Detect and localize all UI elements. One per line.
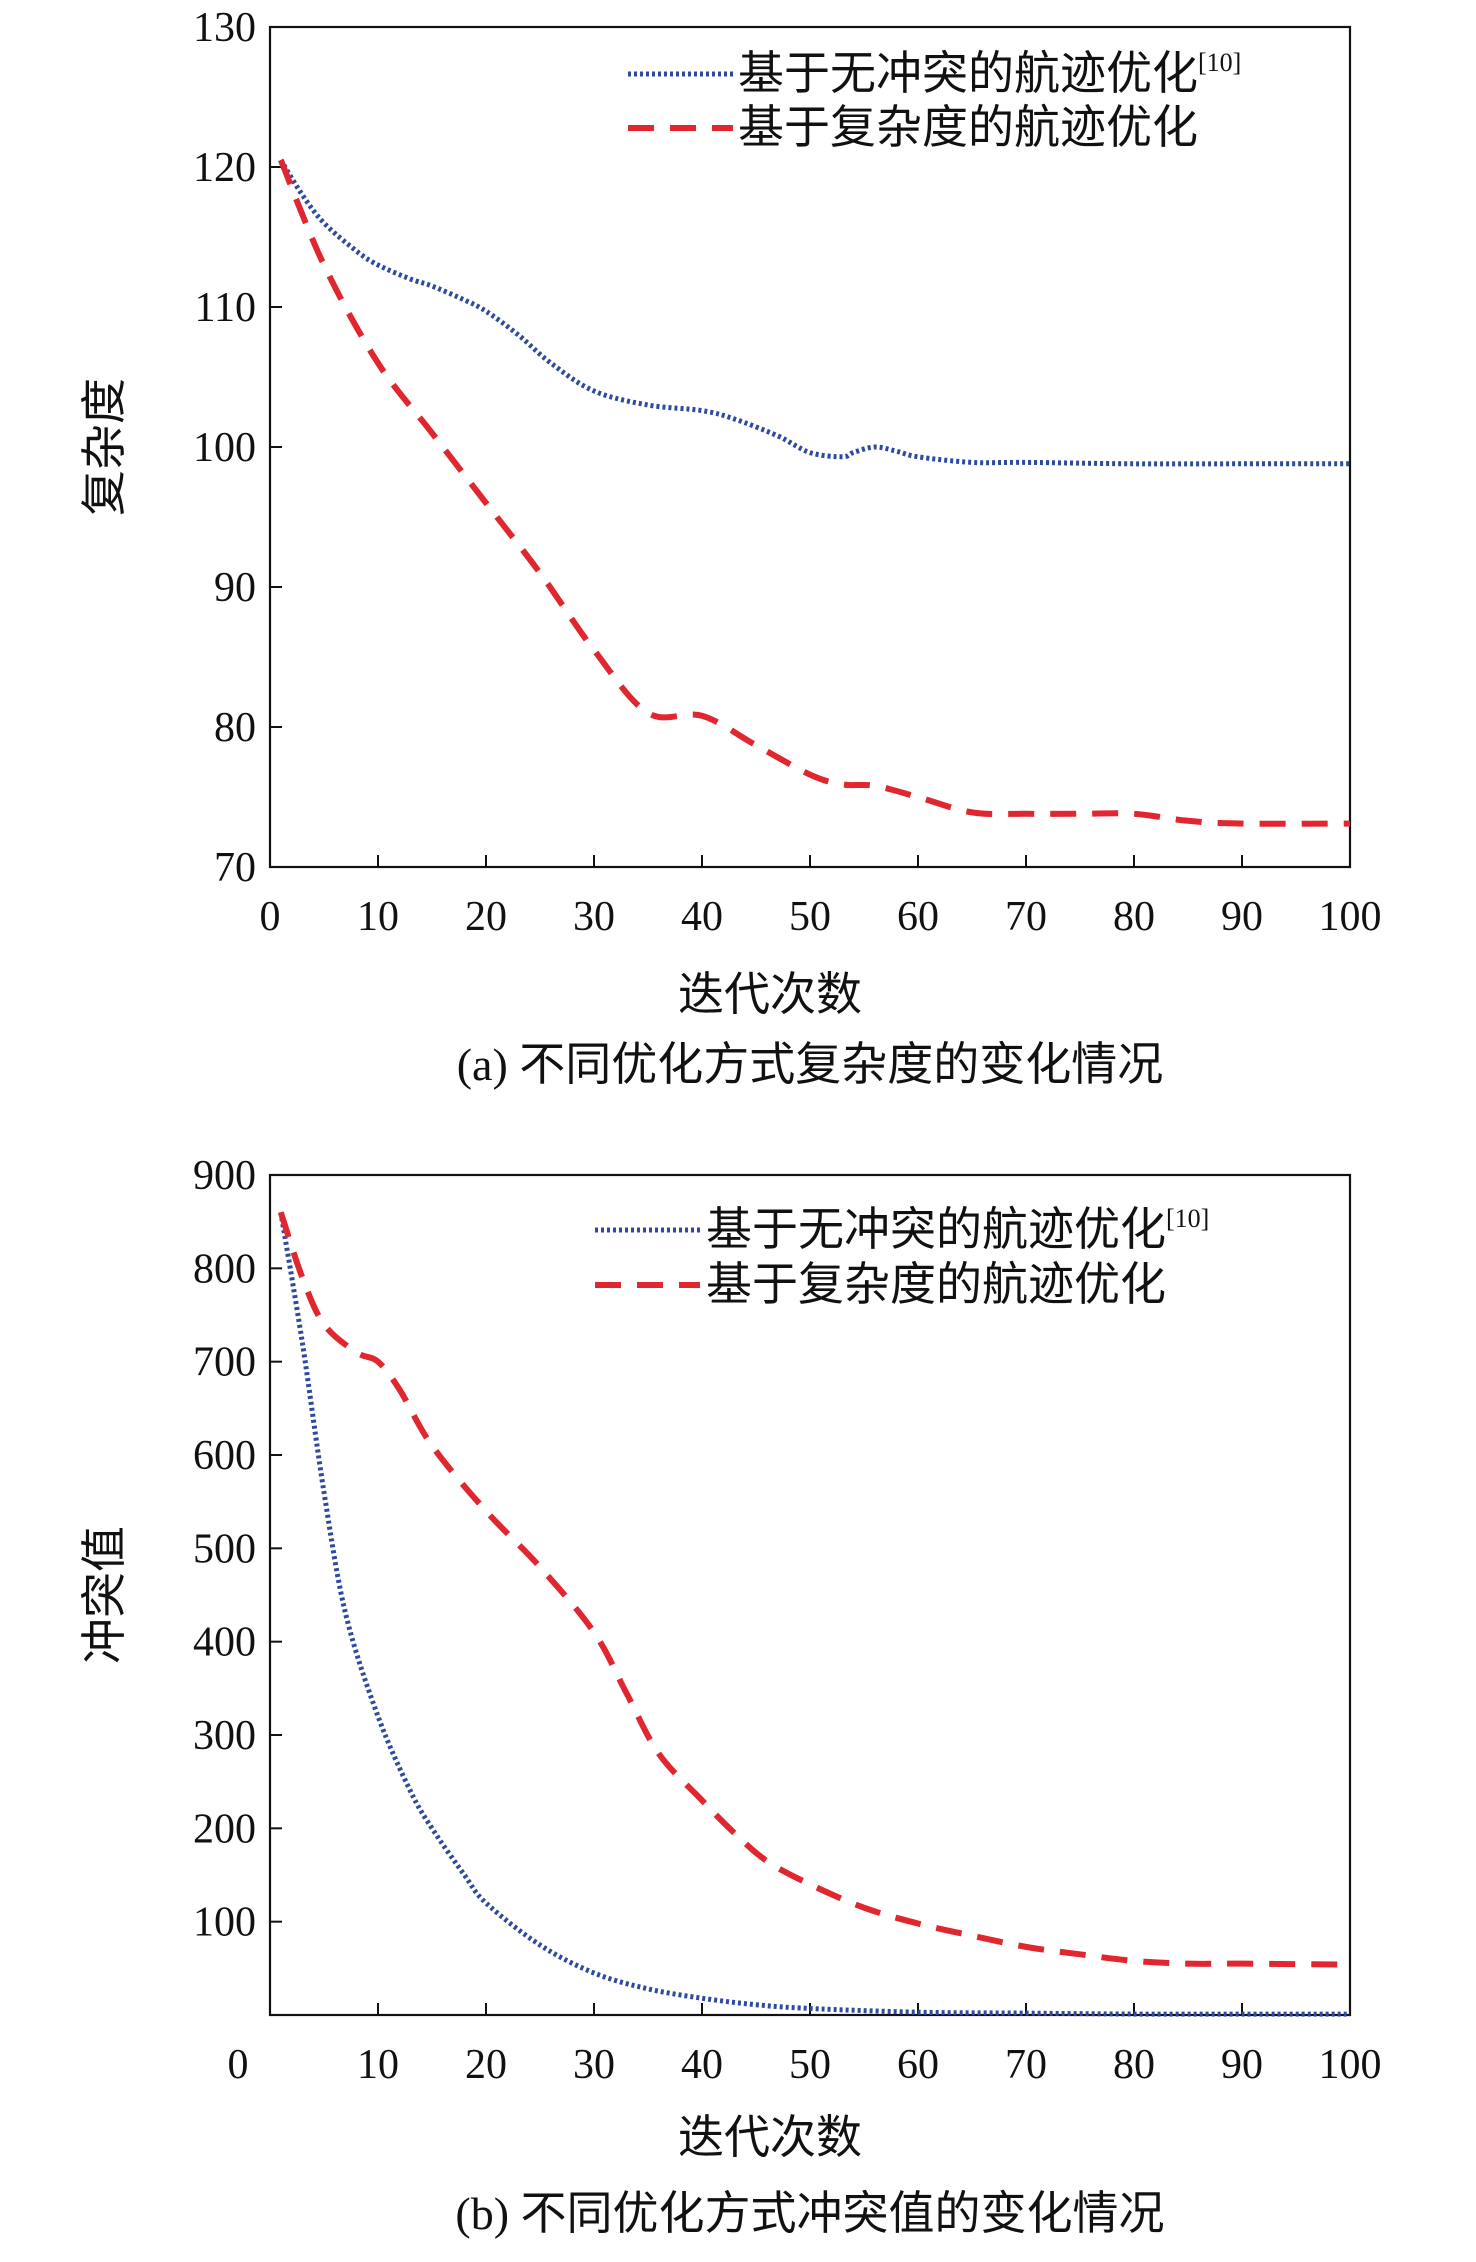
y-tick-label: 70 bbox=[214, 845, 256, 891]
panel-a: 70 80 90 100 110 120 130 0 10 20 30 40 50 60 70 80 90 100… bbox=[79, 5, 1382, 1090]
figure-caption: (b) 不同优化方式冲突值的变化情况 bbox=[455, 2188, 1164, 2239]
x-tick-label: 0 bbox=[228, 2042, 249, 2088]
legend-citation: [10] bbox=[1198, 48, 1241, 77]
plot-frame bbox=[268, 25, 1352, 869]
legend-citation: [10] bbox=[1166, 1204, 1209, 1233]
x-tick-label: 70 bbox=[1005, 2042, 1047, 2088]
x-tick-label: 10 bbox=[357, 2042, 399, 2088]
legend-label: 基于无冲突的航迹优化[10] bbox=[706, 1204, 1209, 1255]
x-tick-label: 60 bbox=[897, 2042, 939, 2088]
y-tick-label: 500 bbox=[193, 1526, 256, 1572]
x-tick-label: 90 bbox=[1221, 894, 1263, 940]
y-tick-label: 100 bbox=[193, 425, 256, 471]
legend-label: 基于无冲突的航迹优化[10] bbox=[738, 48, 1241, 99]
x-axis-label: 迭代次数 bbox=[678, 2112, 862, 2163]
y-tick-label: 800 bbox=[193, 1246, 256, 1292]
x-tick-label: 50 bbox=[789, 894, 831, 940]
series-line-complexity bbox=[278, 158, 1351, 827]
x-tick-label: 20 bbox=[465, 894, 507, 940]
x-tick-label: 100 bbox=[1319, 2042, 1382, 2088]
x-tick-label: 30 bbox=[573, 894, 615, 940]
x-tick-label: 80 bbox=[1113, 894, 1155, 940]
x-tick-label: 80 bbox=[1113, 2042, 1155, 2088]
x-tick-label: 20 bbox=[465, 2042, 507, 2088]
series-line-no-conflict bbox=[278, 158, 1350, 467]
series-line-no-conflict bbox=[278, 1211, 1350, 2017]
x-axis-label: 迭代次数 bbox=[678, 969, 862, 1020]
x-tick-label: 40 bbox=[681, 2042, 723, 2088]
legend-label: 基于复杂度的航迹优化 bbox=[706, 1259, 1166, 1310]
y-tick-label: 600 bbox=[193, 1433, 256, 1479]
y-axis-label: 复杂度 bbox=[79, 378, 130, 516]
y-tick-label: 300 bbox=[193, 1713, 256, 1759]
x-tick-label: 100 bbox=[1319, 894, 1382, 940]
y-tick-label: 400 bbox=[193, 1620, 256, 1666]
y-tick-label: 130 bbox=[193, 5, 256, 51]
panel-b: 100 200 300 400 500 600 700 800 900 0 10 20 30 40 50 60… bbox=[79, 1153, 1382, 2239]
series-line-complexity bbox=[277, 1211, 1351, 1968]
x-tick-label: 30 bbox=[573, 2042, 615, 2088]
legend-label: 基于复杂度的航迹优化 bbox=[738, 102, 1198, 153]
figure-caption: (a) 不同优化方式复杂度的变化情况 bbox=[457, 1039, 1164, 1090]
y-tick-label: 200 bbox=[193, 1806, 256, 1852]
y-tick-label: 90 bbox=[214, 565, 256, 611]
y-tick-label: 900 bbox=[193, 1153, 256, 1199]
y-tick-label: 80 bbox=[214, 705, 256, 751]
y-tick-label: 110 bbox=[195, 285, 256, 331]
x-tick-label: 0 bbox=[260, 894, 281, 940]
x-tick-label: 50 bbox=[789, 2042, 831, 2088]
y-tick-label: 120 bbox=[193, 145, 256, 191]
y-axis-label: 冲突值 bbox=[79, 1526, 130, 1664]
x-tick-label: 70 bbox=[1005, 894, 1047, 940]
x-tick-label: 60 bbox=[897, 894, 939, 940]
x-tick-label: 90 bbox=[1221, 2042, 1263, 2088]
y-tick-label: 100 bbox=[193, 1900, 256, 1946]
x-tick-label: 40 bbox=[681, 894, 723, 940]
x-tick-label: 10 bbox=[357, 894, 399, 940]
y-tick-label: 700 bbox=[193, 1340, 256, 1386]
